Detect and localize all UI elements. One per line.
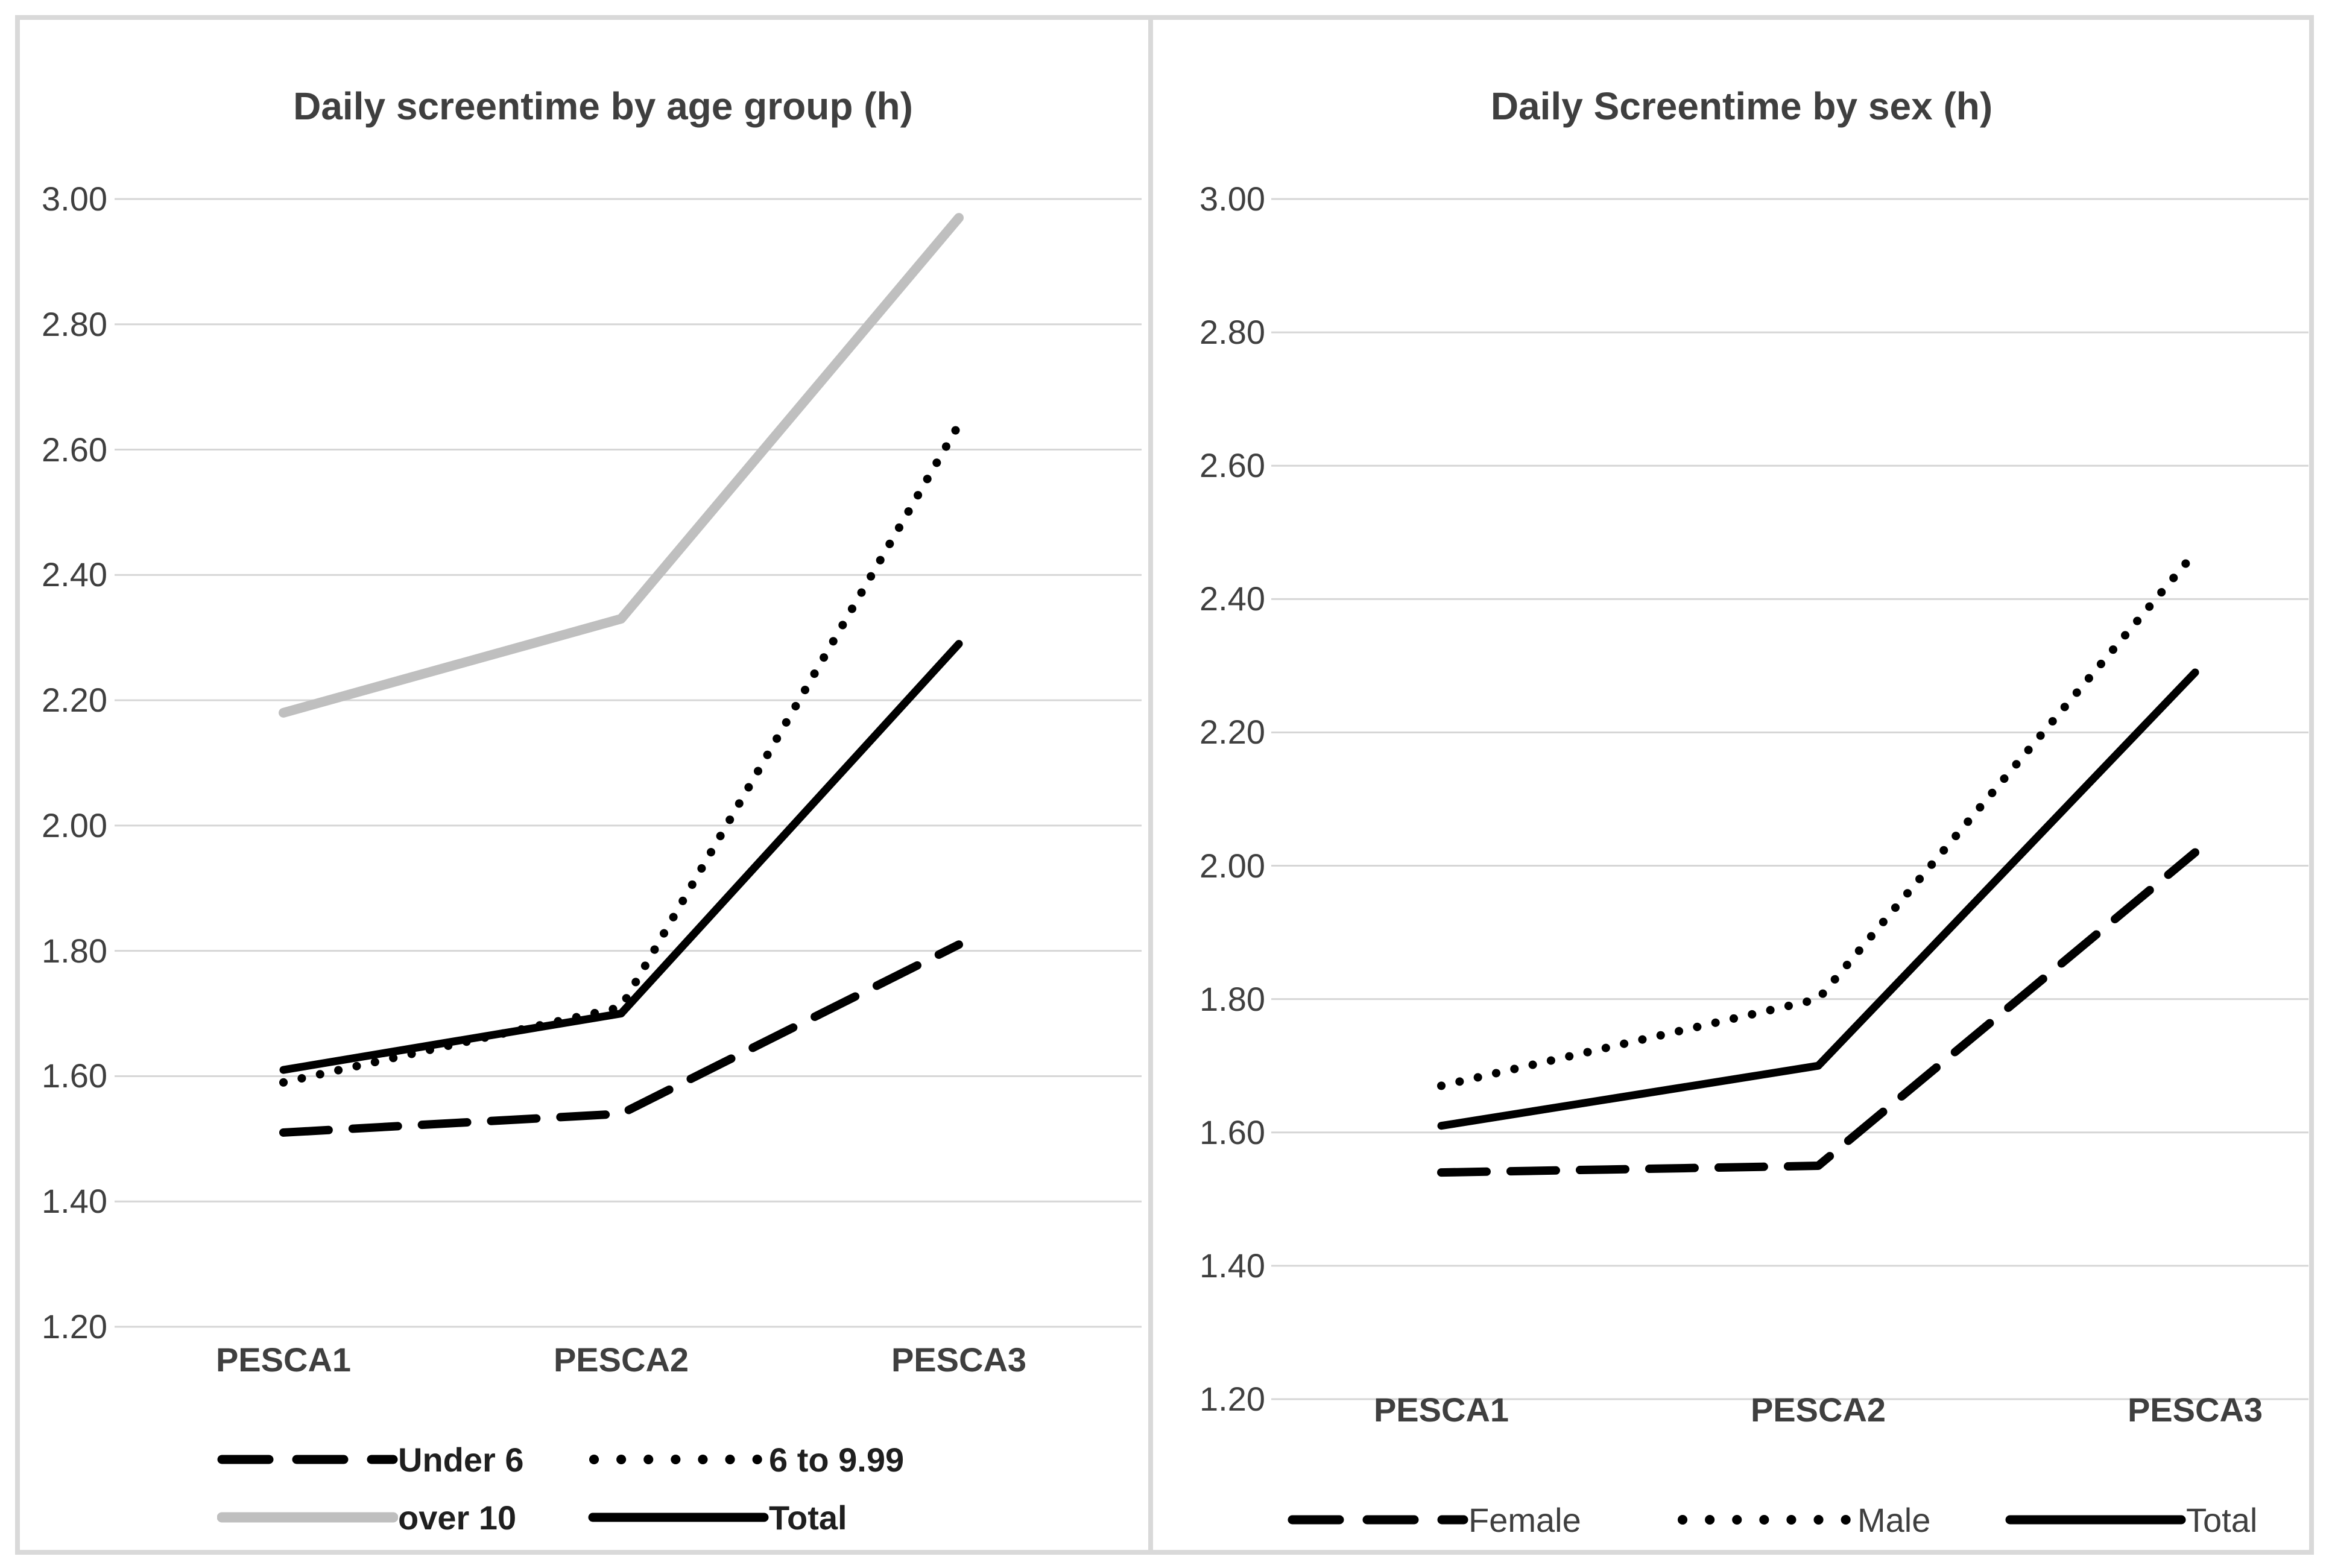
dotted-line-marker-icon xyxy=(1678,1515,1857,1525)
y-axis-tick-label: 2.00 xyxy=(42,806,107,844)
dotted-line-marker-icon xyxy=(589,1455,769,1464)
x-axis-category-label: PESCA1 xyxy=(1373,1391,1509,1429)
legend-label-female: Female xyxy=(1468,1500,1581,1539)
y-axis-tick-label: 2.80 xyxy=(42,305,107,343)
series-line-total xyxy=(1437,668,2199,1130)
legend-row: Female Male Total xyxy=(1288,1491,2257,1549)
legend-row: Under 6 6 to 9.99 xyxy=(217,1430,904,1488)
gray-line-marker-icon xyxy=(217,1512,398,1523)
series-line-under-6 xyxy=(279,940,963,1137)
y-axis-tick-label: 2.60 xyxy=(1199,446,1265,485)
legend-label-over10: over 10 xyxy=(398,1498,517,1537)
legend-row: over 10 Total xyxy=(217,1488,904,1546)
legend-label-total: Total xyxy=(2186,1500,2258,1539)
black-line-marker-icon xyxy=(588,1513,769,1522)
black-line-marker-icon xyxy=(2005,1515,2186,1525)
dashed-line-marker-icon xyxy=(217,1455,398,1464)
y-axis-tick-label: 1.40 xyxy=(42,1182,107,1221)
y-axis-tick-label: 3.00 xyxy=(1199,180,1265,218)
legend-label-under6: Under 6 xyxy=(398,1440,524,1479)
y-axis-tick-label: 1.20 xyxy=(42,1307,107,1345)
x-axis-category-label: PESCA3 xyxy=(891,1341,1027,1379)
x-axis-category-label: PESCA1 xyxy=(215,1341,352,1379)
y-axis-tick-label: 1.80 xyxy=(42,931,107,970)
left-chart-legend: Under 6 6 to 9.99 over 10 Total xyxy=(217,1430,904,1546)
y-axis-tick-label: 1.20 xyxy=(1199,1380,1265,1418)
series-line-6-to-9-99 xyxy=(279,420,963,1087)
y-axis-tick-label: 3.00 xyxy=(42,180,107,218)
series-line-over-10 xyxy=(279,213,964,718)
series-line-male xyxy=(1437,548,2199,1090)
series-line-female xyxy=(1437,848,2199,1177)
y-axis-tick-label: 1.40 xyxy=(1199,1246,1265,1285)
panel-border xyxy=(15,15,2314,1555)
y-axis-tick-label: 2.40 xyxy=(1199,580,1265,618)
y-axis-tick-label: 2.00 xyxy=(1199,846,1265,885)
y-axis-tick-label: 2.20 xyxy=(1199,713,1265,751)
legend-label-total: Total xyxy=(769,1498,847,1537)
x-axis-category-label: PESCA3 xyxy=(2127,1391,2263,1429)
y-axis-tick-label: 1.80 xyxy=(1199,979,1265,1018)
legend-label-6to999: 6 to 9.99 xyxy=(769,1440,905,1479)
y-axis-tick-label: 1.60 xyxy=(1199,1113,1265,1151)
y-axis-tick-label: 2.80 xyxy=(1199,313,1265,352)
y-axis-tick-label: 1.60 xyxy=(42,1057,107,1095)
series-line-total xyxy=(279,640,963,1074)
y-axis-tick-label: 2.40 xyxy=(42,555,107,594)
legend-label-male: Male xyxy=(1857,1500,1931,1539)
x-axis-category-label: PESCA2 xyxy=(553,1341,689,1379)
x-axis-category-label: PESCA2 xyxy=(1750,1391,1886,1429)
right-chart-title: Daily Screentime by sex (h) xyxy=(1490,84,1993,128)
y-axis-tick-label: 2.60 xyxy=(42,430,107,469)
dashed-line-marker-icon xyxy=(1288,1515,1468,1525)
y-axis-tick-label: 2.20 xyxy=(42,681,107,719)
left-chart-title: Daily screentime by age group (h) xyxy=(293,84,913,128)
right-chart-legend: Female Male Total xyxy=(1288,1491,2257,1549)
